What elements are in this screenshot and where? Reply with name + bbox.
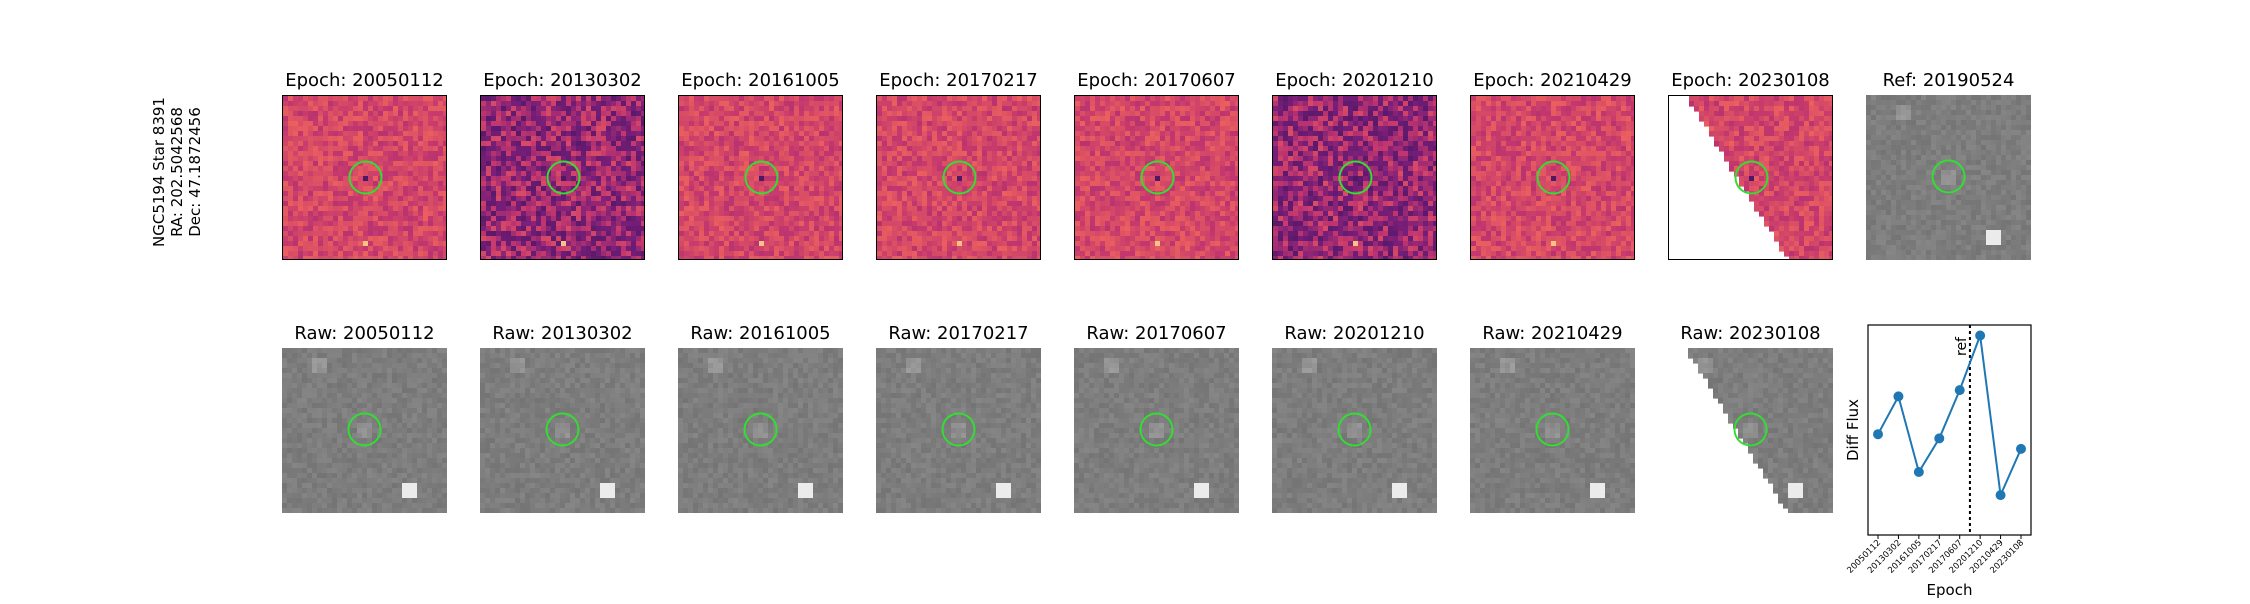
star-name: NGC5194 Star 8391	[150, 52, 168, 292]
raw-image-2	[678, 348, 843, 513]
diff-image-6	[1470, 95, 1635, 260]
data-point-0	[1873, 429, 1883, 439]
raw-image-4	[1074, 348, 1239, 513]
data-point-6	[1996, 490, 2006, 500]
diff-image-title-1: Epoch: 20130302	[450, 70, 675, 91]
plot-frame	[1868, 325, 2031, 535]
raw-image-title-7: Raw: 20230108	[1638, 323, 1863, 344]
raw-image-title-4: Raw: 20170607	[1044, 323, 1269, 344]
diff-image-4	[1074, 95, 1239, 260]
data-point-5	[1975, 331, 1985, 341]
raw-image-7	[1668, 348, 1833, 513]
star-dec: Dec: 47.1872456	[186, 52, 204, 292]
data-point-4	[1955, 385, 1965, 395]
raw-image-title-1: Raw: 20130302	[450, 323, 675, 344]
ref-line-label: ref	[1954, 336, 1970, 356]
raw-image-0	[282, 348, 447, 513]
raw-image-title-6: Raw: 20210429	[1440, 323, 1665, 344]
series-line	[1878, 336, 2021, 496]
star-label: NGC5194 Star 8391 RA: 202.5042568 Dec: 4…	[150, 52, 210, 292]
diff-image-title-6: Epoch: 20210429	[1440, 70, 1665, 91]
diff-image-title-5: Epoch: 20201210	[1242, 70, 1467, 91]
raw-image-title-2: Raw: 20161005	[648, 323, 873, 344]
diff-image-1	[480, 95, 645, 260]
x-axis-label: Epoch	[1927, 581, 1973, 599]
raw-image-title-0: Raw: 20050112	[252, 323, 477, 344]
diff-image-title-7: Epoch: 20230108	[1638, 70, 1863, 91]
raw-image-1	[480, 348, 645, 513]
data-point-1	[1893, 391, 1903, 401]
raw-image-title-3: Raw: 20170217	[846, 323, 1071, 344]
raw-image-3	[876, 348, 1041, 513]
lightcurve-svg: ref2005011220130302201610052017021720170…	[1838, 318, 2238, 600]
y-axis-label: Diff Flux	[1844, 399, 1862, 461]
diff-image-7	[1668, 95, 1833, 260]
data-point-3	[1934, 433, 1944, 443]
diff-image-3	[876, 95, 1041, 260]
raw-image-5	[1272, 348, 1437, 513]
raw-image-title-5: Raw: 20201210	[1242, 323, 1467, 344]
raw-image-6	[1470, 348, 1635, 513]
diff-image-title-4: Epoch: 20170607	[1044, 70, 1269, 91]
diff-image-title-2: Epoch: 20161005	[648, 70, 873, 91]
diff-image-0	[282, 95, 447, 260]
data-point-2	[1914, 467, 1924, 477]
diff-image-title-0: Epoch: 20050112	[252, 70, 477, 91]
data-point-7	[2016, 444, 2026, 454]
diff-image-2	[678, 95, 843, 260]
star-ra: RA: 202.5042568	[168, 52, 186, 292]
diff-image-5	[1272, 95, 1437, 260]
diff-image-8	[1866, 95, 2031, 260]
diff-image-title-8: Ref: 20190524	[1836, 70, 2061, 91]
diff-image-title-3: Epoch: 20170217	[846, 70, 1071, 91]
